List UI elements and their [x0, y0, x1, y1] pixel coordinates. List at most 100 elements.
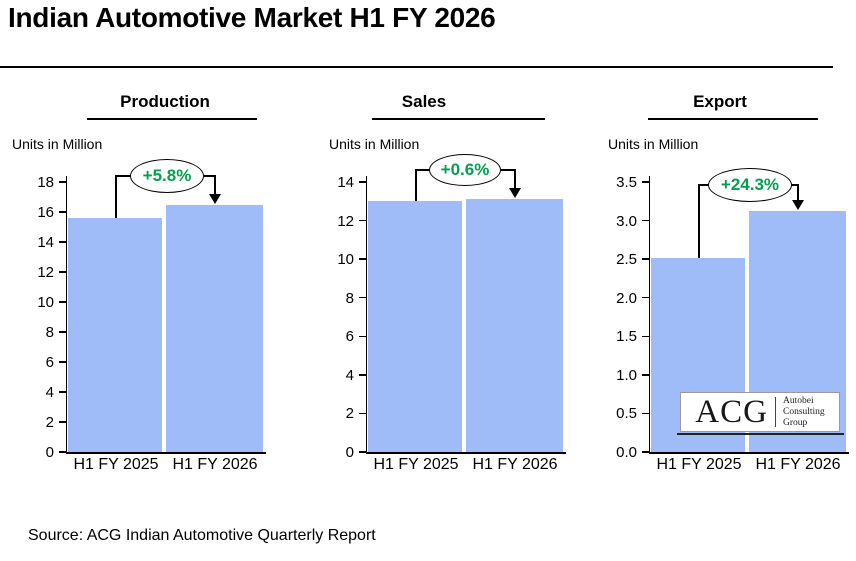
units-label: Units in Million: [608, 136, 699, 152]
y-tick-mark: [642, 335, 649, 338]
y-tick-mark: [59, 451, 66, 453]
y-tick-mark: [359, 412, 366, 415]
y-tick-mark: [359, 451, 366, 453]
y-axis-line: [648, 176, 650, 453]
title-divider: [0, 66, 833, 68]
y-tick-label: 0: [45, 444, 54, 461]
y-tick-mark: [642, 451, 649, 453]
y-tick-mark: [359, 258, 366, 260]
x-label-h1-fy-2026: H1 FY 2026: [172, 456, 258, 473]
annotation-connector-left-vertical: [115, 176, 117, 218]
y-tick-mark: [59, 301, 66, 303]
chart-sales: Sales Units in Million 14 12 10 8 6 4 2 0 H1 FY 20…: [300, 85, 573, 497]
y-axis-line: [365, 176, 367, 453]
chart-title-underline: [372, 118, 545, 120]
annotation-connector-left-horizontal: [415, 169, 430, 171]
annotation-connector-left-horizontal: [698, 184, 709, 186]
x-label-h1-fy-2026: H1 FY 2026: [755, 456, 841, 473]
x-label-h1-fy-2025: H1 FY 2025: [656, 456, 742, 473]
annotation-connector-right-horizontal: [204, 175, 216, 177]
acg-logo-line-2: Consulting: [782, 406, 825, 417]
growth-label: +24.3%: [720, 175, 780, 194]
x-axis-line: [66, 452, 266, 454]
y-tick-mark: [642, 181, 649, 183]
bar-h1-fy-2026: [466, 199, 563, 452]
annotation-connector-right-vertical: [514, 170, 516, 189]
y-tick-mark: [59, 391, 66, 393]
annotation-connector-left-vertical: [415, 170, 417, 202]
y-tick-label: 2.5: [616, 251, 637, 269]
y-tick-mark: [59, 361, 66, 363]
y-tick-label: 18: [37, 174, 54, 191]
annotation-connector-right-vertical: [214, 176, 216, 194]
chart-title-export: Export: [693, 92, 747, 111]
acg-logo-box: ACG Autobei Consulting Group: [680, 392, 840, 432]
bar-h1-fy-2025: [68, 218, 162, 452]
y-tick-label: 1.0: [616, 366, 637, 384]
chart-production: Production Units in Million 18 16 14 12 10 8 6 4 2…: [0, 85, 273, 497]
arrow-down-icon: [509, 188, 521, 199]
y-tick-label: 4: [345, 366, 354, 384]
y-tick-label: 14: [337, 174, 354, 191]
growth-label: +0.6%: [440, 160, 490, 179]
y-tick-mark: [642, 219, 649, 222]
acg-logo-line-3: Group: [782, 417, 808, 428]
y-tick-mark: [359, 181, 366, 183]
chart-title-sales: Sales: [401, 92, 447, 111]
y-tick-label: 10: [37, 294, 54, 311]
y-tick-label: 2: [45, 414, 54, 431]
y-tick-label: 14: [37, 234, 54, 251]
y-tick-label: 2: [345, 405, 354, 423]
y-tick-mark: [359, 374, 366, 376]
y-tick-label: 10: [337, 251, 354, 269]
y-tick-mark: [59, 181, 66, 183]
arrow-down-icon: [209, 193, 221, 204]
y-tick-label: 6: [45, 354, 54, 371]
y-tick-label: 0.0: [616, 444, 637, 461]
x-axis-line: [366, 452, 566, 454]
y-tick-label: 0: [345, 444, 354, 461]
source-note: Source: ACG Indian Automotive Quarterly …: [28, 527, 376, 544]
chart-export: Export Units in Million 3.5 3.0 2.5 2.0 1.5 1.0…: [583, 85, 856, 497]
y-tick-mark: [359, 296, 366, 299]
y-tick-mark: [59, 241, 66, 243]
acg-logo-acronym: ACG: [695, 393, 768, 430]
y-tick-mark: [59, 421, 66, 423]
acg-logo-text: Autobei Consulting Group: [783, 396, 825, 429]
y-tick-label: 12: [37, 264, 54, 281]
arrow-down-icon: [792, 199, 804, 210]
chart-title-underline: [648, 118, 818, 120]
units-label: Units in Million: [12, 136, 103, 152]
chart-title-production: Production: [120, 92, 210, 111]
x-label-h1-fy-2025: H1 FY 2025: [373, 456, 459, 473]
acg-logo-line-1: Autobei: [782, 395, 814, 406]
annotation-connector-right-horizontal: [792, 184, 799, 186]
y-tick-mark: [642, 258, 649, 260]
y-tick-label: 3.5: [616, 174, 637, 191]
y-tick-label: 8: [345, 289, 354, 307]
acg-logo-underline: [677, 433, 844, 435]
y-tick-mark: [59, 211, 66, 213]
y-tick-mark: [59, 331, 66, 333]
x-label-h1-fy-2026: H1 FY 2026: [472, 456, 558, 473]
growth-ellipse: +24.3%: [708, 168, 792, 202]
y-tick-label: 4: [45, 384, 54, 401]
y-tick-label: 0.5: [616, 405, 637, 423]
annotation-connector-left-horizontal: [115, 175, 131, 177]
x-label-h1-fy-2025: H1 FY 2025: [73, 456, 159, 473]
chart-title-underline: [87, 118, 257, 120]
y-tick-label: 16: [37, 204, 54, 221]
annotation-connector-right-vertical: [797, 185, 799, 200]
annotation-connector-left-vertical: [698, 185, 700, 258]
y-tick-mark: [359, 219, 366, 222]
y-tick-label: 6: [345, 328, 354, 346]
y-tick-label: 3.0: [616, 212, 637, 230]
growth-label: +5.8%: [142, 166, 192, 185]
y-tick-mark: [642, 374, 649, 376]
growth-ellipse: +0.6%: [429, 154, 501, 186]
acg-logo-divider-line: [774, 397, 776, 427]
page-title: Indian Automotive Market H1 FY 2026: [8, 2, 496, 33]
x-axis-line: [649, 452, 849, 454]
y-tick-mark: [359, 335, 366, 338]
